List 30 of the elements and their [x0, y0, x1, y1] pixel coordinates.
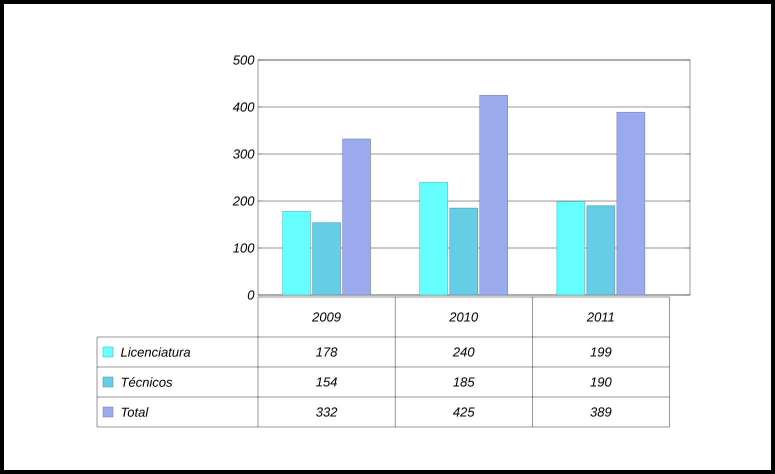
data-label: 190	[590, 377, 612, 387]
bar	[312, 222, 341, 296]
x-tick-label: 2011	[586, 312, 614, 322]
data-label: 389	[590, 407, 612, 417]
data-label: 240	[452, 347, 474, 357]
data-label: 425	[452, 407, 475, 417]
data-label: 154	[316, 377, 337, 387]
data-label: 178	[316, 347, 338, 357]
legend-label: Técnicos	[122, 377, 172, 387]
bar	[420, 182, 448, 296]
y-tick-label: 200	[232, 196, 254, 206]
legend-label: Licenciatura	[120, 347, 190, 357]
y-tick-label: 500	[233, 55, 254, 65]
bar	[450, 208, 478, 296]
data-label: 199	[590, 347, 612, 357]
x-tick-label: 2010	[449, 312, 478, 322]
data-label: 332	[316, 407, 338, 417]
bar	[480, 95, 508, 296]
y-tick-label: 300	[233, 149, 254, 159]
bar	[616, 112, 646, 296]
bar	[586, 206, 616, 296]
data-label: 185	[453, 377, 475, 387]
bar	[342, 138, 371, 296]
y-tick-label: 0	[248, 290, 254, 300]
bar	[282, 211, 311, 296]
y-tick-label: 400	[232, 102, 254, 112]
bar	[556, 201, 586, 296]
x-tick-label: 2009	[312, 312, 341, 322]
y-tick-label: 100	[233, 243, 254, 253]
legend-label: Total	[122, 407, 149, 417]
